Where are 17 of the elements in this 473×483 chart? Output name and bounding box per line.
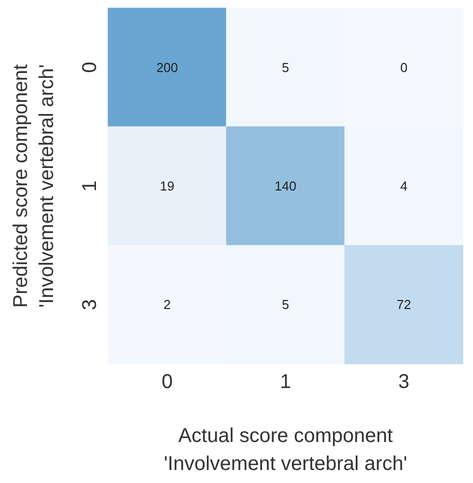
data-label: 140 <box>274 178 296 194</box>
data-label: 72 <box>396 297 412 312</box>
x-axis-title: Actual score component 'Involvement vertebral arch' <box>164 425 408 475</box>
data-label: 19 <box>160 178 174 194</box>
x-tick-label: 0 <box>162 371 173 393</box>
data-label: 5 <box>282 297 290 312</box>
data-label: 4 <box>400 178 408 194</box>
y-tick-label: 3 <box>79 299 101 310</box>
data-label: 0 <box>400 60 408 75</box>
data-label: 2 <box>164 297 171 312</box>
y-tick-label: 0 <box>79 62 101 73</box>
x-tick-label: 1 <box>280 371 292 393</box>
x-tick-label: 3 <box>398 371 410 393</box>
y-tick-label: 1 <box>79 180 101 192</box>
y-axis-title: Predicted score component 'Involvement vertebral arch' <box>10 64 58 308</box>
data-label: 5 <box>282 60 290 75</box>
data-label: 200 <box>156 60 178 75</box>
